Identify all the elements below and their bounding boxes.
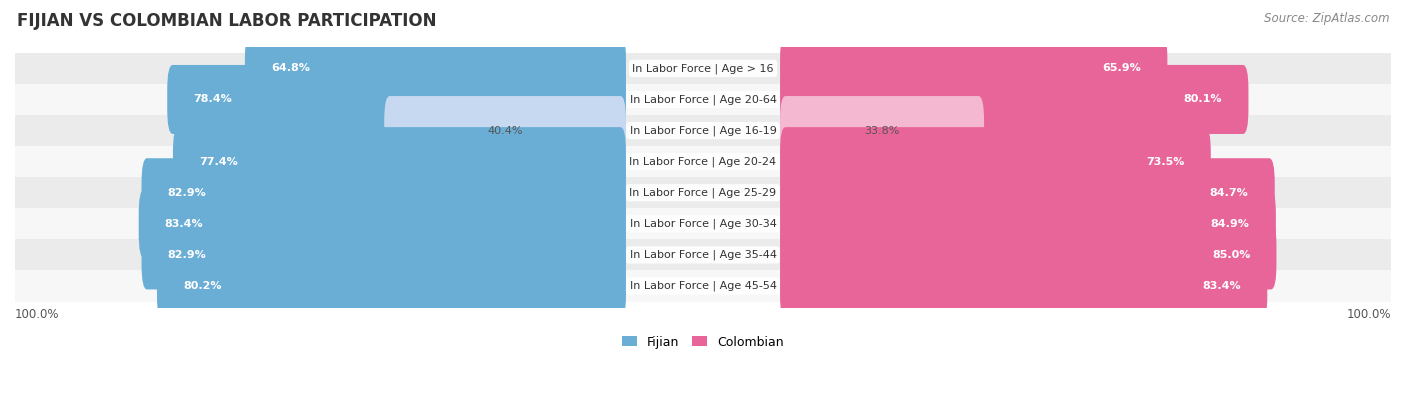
Bar [15,177,1391,208]
Bar [15,271,1391,302]
FancyBboxPatch shape [780,127,1211,196]
Text: In Labor Force | Age > 16: In Labor Force | Age > 16 [633,63,773,73]
FancyBboxPatch shape [173,127,626,196]
Text: 85.0%: 85.0% [1212,250,1250,260]
Bar [15,146,1391,177]
Text: 33.8%: 33.8% [865,126,900,135]
FancyBboxPatch shape [780,96,984,165]
Text: In Labor Force | Age 20-64: In Labor Force | Age 20-64 [630,94,776,105]
FancyBboxPatch shape [142,220,626,290]
Text: In Labor Force | Age 20-24: In Labor Force | Age 20-24 [630,156,776,167]
Text: 100.0%: 100.0% [15,308,59,321]
Text: 77.4%: 77.4% [200,157,238,167]
Text: 82.9%: 82.9% [167,188,207,198]
Text: 84.9%: 84.9% [1211,219,1250,229]
Text: In Labor Force | Age 30-34: In Labor Force | Age 30-34 [630,218,776,229]
Text: 65.9%: 65.9% [1102,63,1142,73]
Bar [15,208,1391,239]
Text: In Labor Force | Age 25-29: In Labor Force | Age 25-29 [630,188,776,198]
FancyBboxPatch shape [780,252,1267,321]
Text: In Labor Force | Age 16-19: In Labor Force | Age 16-19 [630,125,776,136]
Text: In Labor Force | Age 45-54: In Labor Force | Age 45-54 [630,281,776,291]
Text: 40.4%: 40.4% [488,126,523,135]
Bar [15,84,1391,115]
Text: 80.2%: 80.2% [183,281,222,291]
FancyBboxPatch shape [245,34,626,103]
Text: 64.8%: 64.8% [271,63,309,73]
Text: Source: ZipAtlas.com: Source: ZipAtlas.com [1264,12,1389,25]
FancyBboxPatch shape [780,189,1275,258]
Text: In Labor Force | Age 35-44: In Labor Force | Age 35-44 [630,250,776,260]
Text: 84.7%: 84.7% [1209,188,1249,198]
Text: 83.4%: 83.4% [1202,281,1241,291]
Legend: Fijian, Colombian: Fijian, Colombian [623,336,783,348]
Bar [15,115,1391,146]
FancyBboxPatch shape [780,158,1275,227]
Text: 78.4%: 78.4% [194,94,232,104]
FancyBboxPatch shape [780,65,1249,134]
FancyBboxPatch shape [384,96,626,165]
FancyBboxPatch shape [780,34,1167,103]
FancyBboxPatch shape [780,220,1277,290]
Text: FIJIAN VS COLOMBIAN LABOR PARTICIPATION: FIJIAN VS COLOMBIAN LABOR PARTICIPATION [17,12,436,30]
FancyBboxPatch shape [139,189,626,258]
Text: 100.0%: 100.0% [1347,308,1391,321]
FancyBboxPatch shape [167,65,626,134]
FancyBboxPatch shape [142,158,626,227]
Text: 80.1%: 80.1% [1184,94,1222,104]
Text: 73.5%: 73.5% [1146,157,1185,167]
Bar [15,239,1391,271]
Bar [15,53,1391,84]
Text: 83.4%: 83.4% [165,219,204,229]
FancyBboxPatch shape [157,252,626,321]
Text: 82.9%: 82.9% [167,250,207,260]
